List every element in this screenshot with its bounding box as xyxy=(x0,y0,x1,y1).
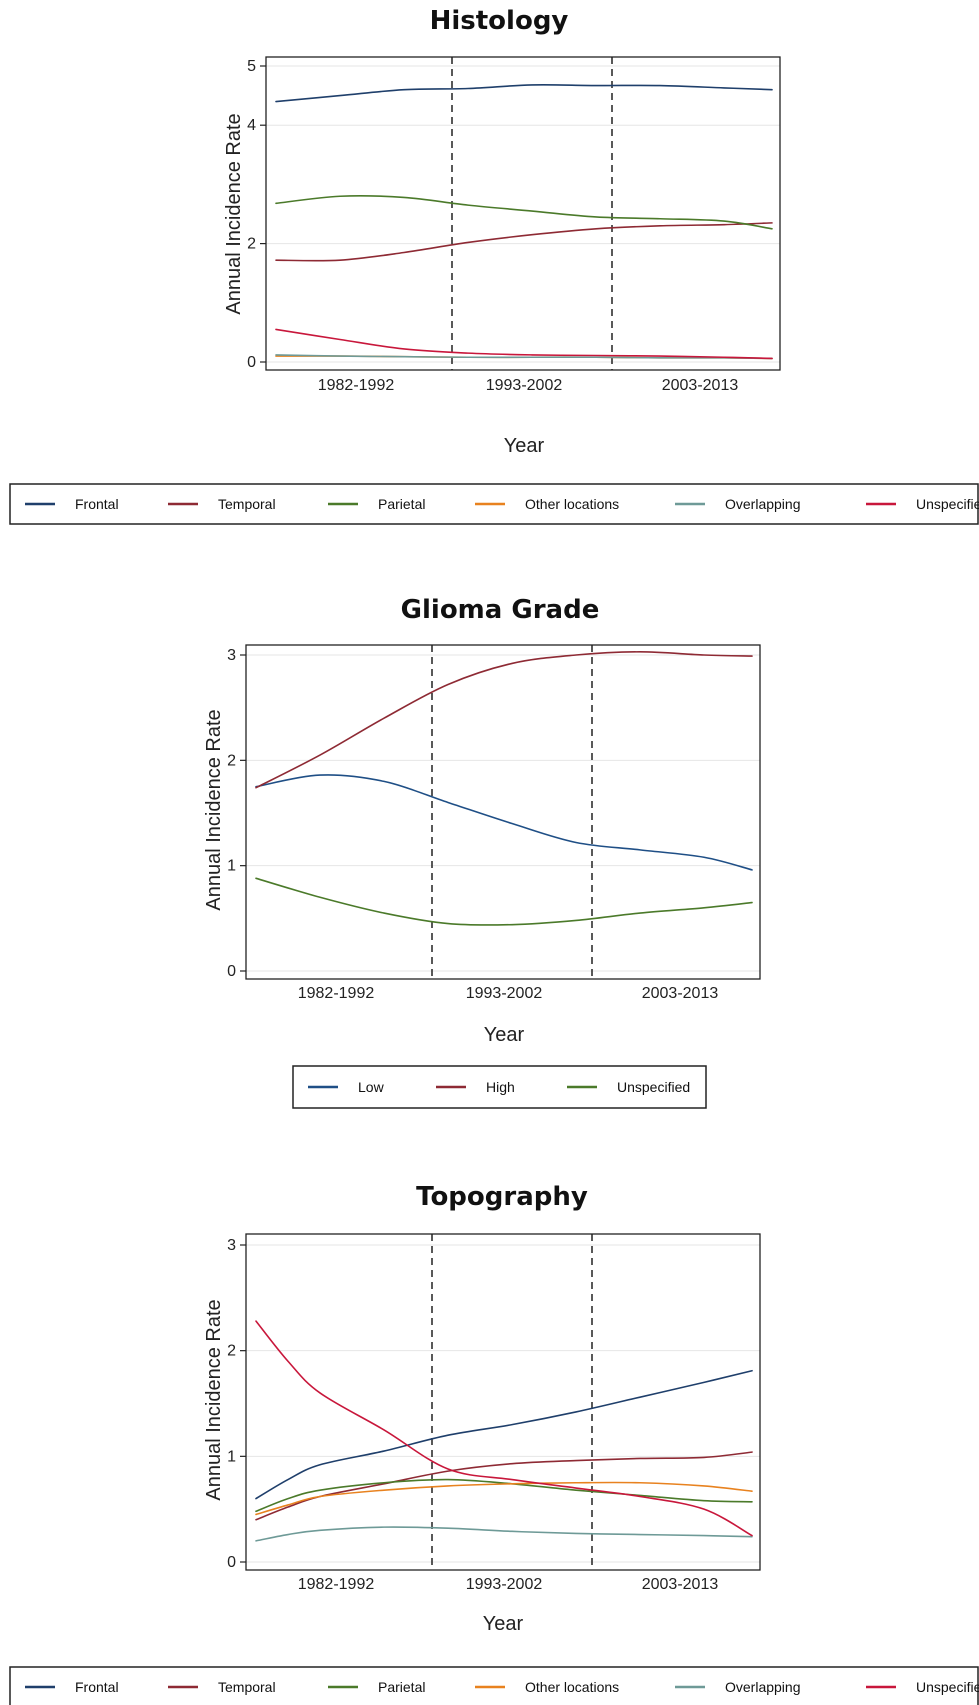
glioma-grade-plot-frame xyxy=(245,644,761,980)
glioma-grade-ytick-label-0: 0 xyxy=(227,963,236,980)
topography-series-line-temporal xyxy=(255,1451,753,1521)
histology-series-line-frontal xyxy=(275,84,773,103)
glioma-grade-legend-label-high: High xyxy=(486,1079,515,1095)
topography-ytick-label-2: 2 xyxy=(227,1343,236,1360)
histology-legend-label-overlapping: Overlapping xyxy=(725,496,801,512)
histology-ytick-label-4: 4 xyxy=(247,117,256,134)
topography-xtick-label-1982-1992: 1982-1992 xyxy=(298,1576,375,1593)
histology-series-line-temporal xyxy=(275,222,773,262)
histology-ytick-label-2: 2 xyxy=(247,236,256,253)
topography-y-axis-label: Annual Incidence Rate xyxy=(203,1299,225,1500)
topography-plot-frame xyxy=(245,1233,761,1571)
histology-series-line-overlapping xyxy=(275,354,773,360)
glioma-grade-legend-box xyxy=(292,1065,707,1109)
topography-xtick-label-2003-2013: 2003-2013 xyxy=(642,1576,719,1593)
histology-xtick-label-2003-2013: 2003-2013 xyxy=(662,377,739,394)
topography-legend-label-unspecified: Unspecified xyxy=(916,1679,979,1695)
histology-legend-label-temporal: Temporal xyxy=(218,496,276,512)
glioma-grade-xtick-label-1982-1992: 1982-1992 xyxy=(298,985,375,1002)
histology-chart: Histology 0 2 4 5 1982-1992 1993-2002 2003-2013… xyxy=(223,6,781,457)
glioma-grade-series-line-high xyxy=(255,651,753,789)
topography-series-line-other-locations xyxy=(255,1481,753,1516)
topography-legend-label-parietal: Parietal xyxy=(378,1679,425,1695)
topography-series-line-parietal xyxy=(255,1478,753,1513)
glioma-grade-ytick-label-2: 2 xyxy=(227,752,236,769)
glioma-grade-series-line-low xyxy=(255,774,753,871)
topography-legend-label-frontal: Frontal xyxy=(75,1679,119,1695)
glioma-grade-series-line-unspecified xyxy=(255,877,753,926)
histology-xtick-label-1993-2002: 1993-2002 xyxy=(486,377,563,394)
histology-plot-frame xyxy=(265,56,781,371)
topography-ytick-label-0: 0 xyxy=(227,1554,236,1571)
topography-title: Topography xyxy=(416,1182,588,1212)
histology-x-axis-label: Year xyxy=(504,435,545,457)
glioma-grade-title: Glioma Grade xyxy=(401,595,600,625)
histology-series-line-parietal xyxy=(275,194,773,230)
glioma-grade-legend-label-unspecified: Unspecified xyxy=(617,1079,690,1095)
topography-series-line-overlapping xyxy=(255,1526,753,1542)
topography-xtick-label-1993-2002: 1993-2002 xyxy=(466,1576,543,1593)
glioma-grade-xtick-label-2003-2013: 2003-2013 xyxy=(642,985,719,1002)
histology-xtick-label-1982-1992: 1982-1992 xyxy=(318,377,395,394)
glioma-grade-legend: Low High Unspecified xyxy=(292,1065,707,1109)
topography-series-line-frontal xyxy=(255,1369,753,1500)
histology-y-axis-label: Annual Incidence Rate xyxy=(223,113,245,314)
glioma-grade-y-axis-label: Annual Incidence Rate xyxy=(203,709,225,910)
glioma-grade-chart: Glioma Grade 0 1 2 3 1982-1992 1993-2002 2003-2… xyxy=(203,595,761,1046)
topography-chart: Topography 0 1 2 3 1982-1992 1993-2002 2003-201… xyxy=(203,1182,761,1635)
histology-ytick-label-0: 0 xyxy=(247,354,256,371)
topography-legend-label-other-locations: Other locations xyxy=(525,1679,619,1695)
glioma-grade-ytick-label-1: 1 xyxy=(227,858,236,875)
histology-legend-label-frontal: Frontal xyxy=(75,496,119,512)
topography-ytick-label-1: 1 xyxy=(227,1448,236,1465)
topography-legend-label-temporal: Temporal xyxy=(218,1679,276,1695)
glioma-grade-legend-label-low: Low xyxy=(358,1079,385,1095)
histology-series-line-unspecified xyxy=(275,328,773,360)
glioma-grade-x-axis-label: Year xyxy=(484,1024,525,1046)
topography-ytick-label-3: 3 xyxy=(227,1237,236,1254)
histology-ytick-label-5: 5 xyxy=(247,58,256,75)
histology-title: Histology xyxy=(430,6,569,36)
histology-legend-label-parietal: Parietal xyxy=(378,496,425,512)
histology-legend-label-other-locations: Other locations xyxy=(525,496,619,512)
topography-x-axis-label: Year xyxy=(483,1613,524,1635)
topography-legend: Frontal Temporal Parietal Other locations Ov… xyxy=(9,1666,979,1705)
glioma-grade-ytick-label-3: 3 xyxy=(227,647,236,664)
glioma-grade-xtick-label-1993-2002: 1993-2002 xyxy=(466,985,543,1002)
histology-legend: Frontal Temporal Parietal Other locations Ov… xyxy=(9,483,979,525)
histology-legend-label-unspecified: Unspecified xyxy=(916,496,979,512)
topography-series-line-unspecified xyxy=(255,1320,753,1537)
topography-legend-label-overlapping: Overlapping xyxy=(725,1679,801,1695)
